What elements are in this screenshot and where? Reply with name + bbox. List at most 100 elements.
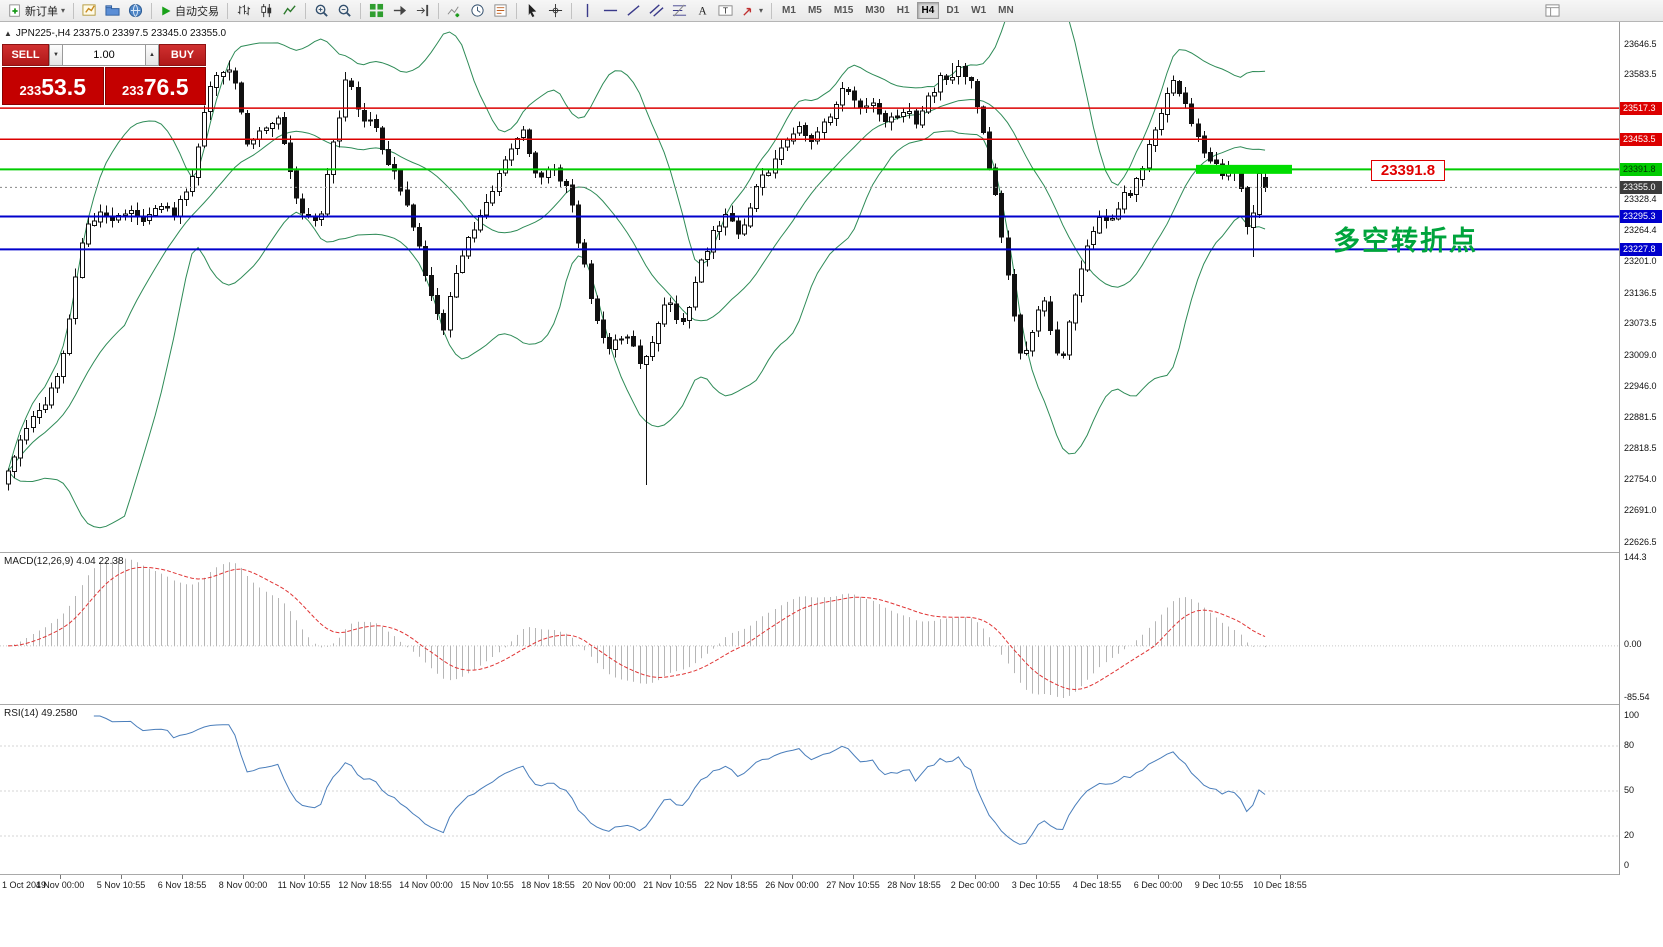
toolbar-divider [305, 2, 307, 19]
time-tick [121, 875, 122, 879]
time-axis-label: 5 Nov 10:55 [96, 880, 146, 890]
chevron-down-icon: ▾ [759, 5, 764, 15]
time-tick [914, 875, 915, 879]
price-callout-label[interactable]: 23391.8 [1371, 160, 1445, 181]
autotrading-play-icon [160, 5, 172, 17]
timeframe-button-h4[interactable]: H4 [916, 2, 940, 19]
time-axis-label: 21 Nov 10:55 [643, 880, 697, 890]
toolbar-divider [73, 2, 75, 19]
sell-price[interactable]: 233 53.5 [2, 67, 104, 105]
new-order-icon [8, 3, 22, 18]
rsi-label: RSI(14) 49.2580 [4, 708, 78, 719]
volume-up-button[interactable]: ▲ [145, 44, 159, 66]
timeframe-button-m1[interactable]: M1 [777, 2, 801, 19]
symbol-info: ▲ JPN225-,H4 23375.0 23397.5 23345.0 233… [4, 28, 226, 39]
axis-label: 23328.4 [1624, 193, 1657, 204]
time-tick [182, 875, 183, 879]
svg-text:T: T [723, 5, 728, 15]
autoscroll-icon[interactable] [388, 1, 411, 20]
timeframe-toolbar: M1 M5 M15 M30 H1 H4 D1 W1 MN [776, 2, 1020, 19]
candlestick-chart-icon[interactable] [255, 1, 278, 20]
buy-price[interactable]: 233 76.5 [104, 67, 206, 105]
autotrading-button[interactable]: 自动交易 [156, 1, 223, 20]
axis-label: 0.00 [1624, 639, 1642, 650]
time-axis-label: 4 Dec 18:55 [1072, 880, 1122, 890]
axis-label: 23136.5 [1624, 287, 1657, 298]
time-tick [609, 875, 610, 879]
volume-input[interactable] [63, 44, 145, 66]
crosshair-icon[interactable] [544, 1, 567, 20]
time-tick [975, 875, 976, 879]
timeframe-button-d1[interactable]: D1 [941, 2, 964, 19]
time-axis-label: 22 Nov 18:55 [704, 880, 758, 890]
one-click-toggle[interactable]: ▲ [4, 29, 12, 38]
timeframe-button-mn[interactable]: MN [993, 2, 1019, 19]
toolbar-divider [438, 2, 440, 19]
periods-icon[interactable] [466, 1, 489, 20]
templates-icon[interactable] [489, 1, 512, 20]
zoom-out-icon[interactable] [333, 1, 356, 20]
label-icon[interactable]: T [714, 1, 737, 20]
indicators-icon[interactable] [443, 1, 466, 20]
arrow-tools-icon[interactable]: ▾ [737, 1, 767, 20]
horizontal-line-icon[interactable] [599, 1, 622, 20]
timeframe-button-m15[interactable]: M15 [829, 2, 858, 19]
cursor-icon[interactable] [521, 1, 544, 20]
time-axis-label: 10 Dec 18:55 [1253, 880, 1307, 890]
text-icon[interactable]: A [691, 1, 714, 20]
profiles-icon[interactable] [101, 1, 124, 20]
sell-button[interactable]: SELL [2, 44, 49, 66]
axis-label: 23009.0 [1624, 349, 1657, 360]
channel-icon[interactable] [645, 1, 668, 20]
timeframe-button-m30[interactable]: M30 [860, 2, 889, 19]
time-axis-label: 18 Nov 18:55 [521, 880, 575, 890]
time-axis-label: 2 Dec 00:00 [950, 880, 1000, 890]
fibonacci-icon[interactable] [668, 1, 691, 20]
time-axis-label: 12 Nov 18:55 [338, 880, 392, 890]
time-axis[interactable]: 1 Oct 2019 4 Nov 00:00 5 Nov 10:55 6 Nov 18… [0, 875, 1619, 897]
trendline-icon[interactable] [622, 1, 645, 20]
timeframe-button-h1[interactable]: H1 [892, 2, 915, 19]
help-icon[interactable] [124, 1, 147, 20]
panel-separator[interactable] [0, 552, 1663, 553]
new-order-button[interactable]: 新订单 ▾ [4, 1, 69, 20]
buy-button[interactable]: BUY [159, 44, 206, 66]
axis-label: 22691.0 [1624, 505, 1657, 515]
price-badge: 23295.3 [1620, 209, 1662, 223]
line-chart-icon[interactable] [278, 1, 301, 20]
panel-separator[interactable] [0, 704, 1663, 705]
time-axis-label: 4 Nov 00:00 [35, 880, 85, 890]
time-axis-line [0, 874, 1663, 875]
timeframe-button-w1[interactable]: W1 [966, 2, 991, 19]
time-axis-label: 26 Nov 00:00 [765, 880, 819, 890]
time-axis-label: 14 Nov 00:00 [399, 880, 453, 890]
price-badge: 23391.8 [1620, 162, 1662, 176]
axis-label: 80 [1624, 739, 1635, 750]
tile-windows-icon[interactable] [365, 1, 388, 20]
time-tick [792, 875, 793, 879]
time-axis-label: 6 Dec 00:00 [1133, 880, 1183, 890]
svg-text:A: A [698, 5, 707, 17]
toolbar-divider [151, 2, 153, 19]
new-order-label: 新订单 [25, 5, 58, 18]
volume-down-button[interactable]: ▼ [49, 44, 63, 66]
timeframe-button-m5[interactable]: M5 [803, 2, 827, 19]
time-tick [1097, 875, 1098, 879]
time-tick [731, 875, 732, 879]
time-axis-label: 6 Nov 18:55 [157, 880, 207, 890]
price-axis[interactable]: 23646.5 23583.5 23328.4 23264.4 23201.0 23136… [1620, 22, 1663, 875]
time-axis-label: 11 Nov 10:55 [277, 880, 331, 890]
toolbar-divider [516, 2, 518, 19]
vertical-line-icon[interactable] [576, 1, 599, 20]
new-chart-icon[interactable] [78, 1, 101, 20]
turning-point-annotation[interactable]: 多空转折点 [1333, 226, 1478, 256]
time-tick [1036, 875, 1037, 879]
chart-shift-icon[interactable] [411, 1, 434, 20]
zoom-in-icon[interactable] [310, 1, 333, 20]
symbol-ohlc-text: JPN225-,H4 23375.0 23397.5 23345.0 23355… [15, 28, 227, 39]
bar-chart-icon[interactable] [232, 1, 255, 20]
toolbar-extra-icon[interactable] [1541, 1, 1564, 20]
time-axis-label: 1 Oct 2019 [2, 880, 47, 890]
time-tick [426, 875, 427, 879]
